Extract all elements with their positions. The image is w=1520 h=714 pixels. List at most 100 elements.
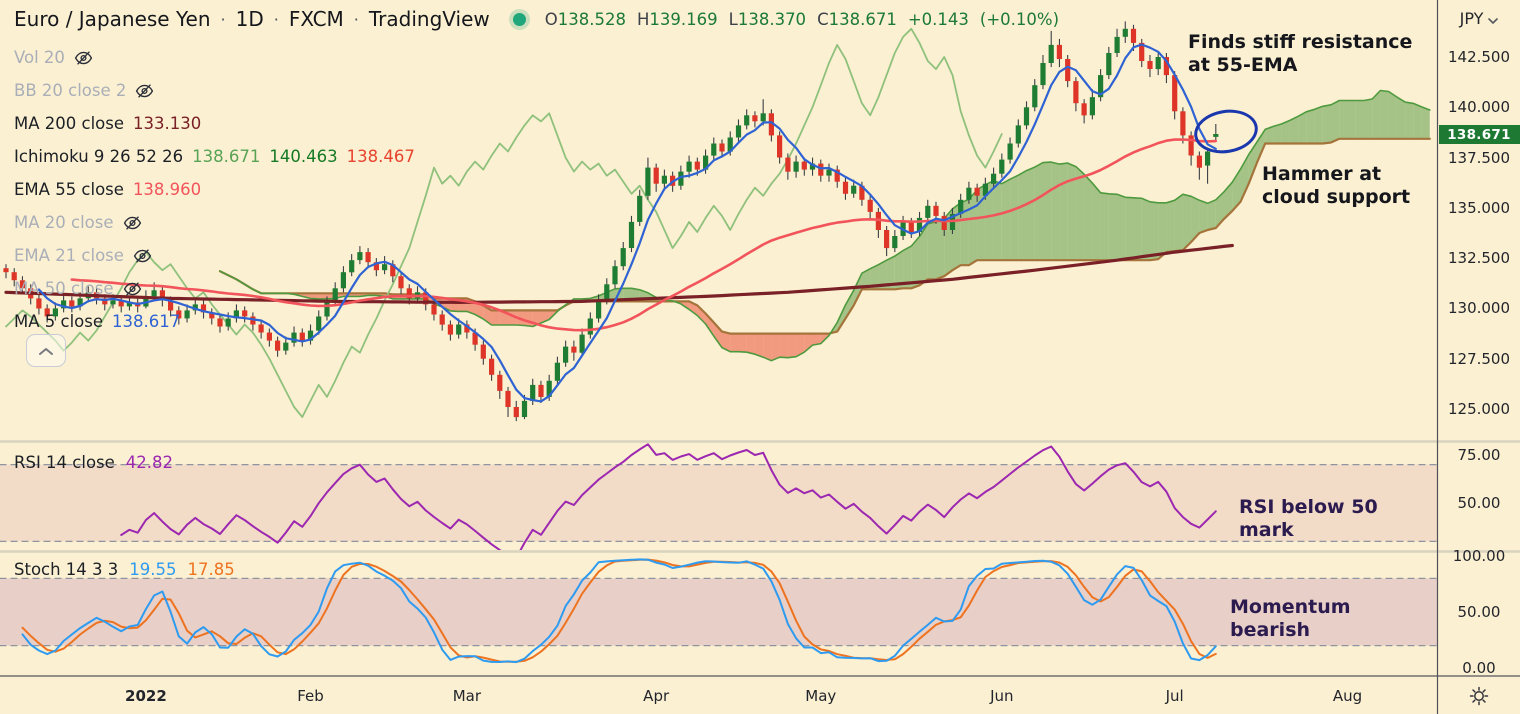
legend-value: 140.463 (269, 147, 338, 166)
legend-label: EMA 55 close (14, 180, 124, 199)
annotation-line: Finds stiff resistance (1188, 31, 1413, 53)
legend-row-ma50[interactable]: MA 50 close (14, 272, 415, 305)
open-value: 138.528 (557, 9, 626, 29)
stoch-tick-label: 100.00 (1452, 547, 1506, 565)
settings-gear-icon[interactable] (1466, 685, 1492, 707)
rsi-tick-label: 75.00 (1457, 446, 1501, 464)
separator-dot: · (273, 9, 279, 29)
currency-code: JPY (1459, 9, 1484, 28)
interval-label[interactable]: 1D (235, 7, 264, 31)
close-value: 138.671 (828, 9, 897, 29)
rsi-tick-label: 50.00 (1457, 494, 1501, 512)
stoch-tick-label: 0.00 (1462, 659, 1496, 677)
annotation-line: at 55-EMA (1188, 54, 1298, 76)
price-tick-label: 130.000 (1447, 299, 1511, 318)
chevron-up-icon (38, 341, 54, 360)
annotation-momentum[interactable]: Momentum bearish (1230, 596, 1351, 642)
time-tick-label: Mar (452, 687, 482, 705)
low-value: 138.370 (737, 9, 807, 29)
stoch-pane-legend[interactable]: Stoch 14 3 3 19.55 17.85 (14, 560, 235, 579)
hidden-eye-icon[interactable] (133, 248, 152, 264)
open-label: O (544, 9, 558, 29)
high-value: 139.169 (649, 9, 718, 29)
annotation-hammer[interactable]: Hammer at cloud support (1262, 163, 1410, 209)
last-price-badge: 138.671 (1438, 125, 1520, 144)
chevron-down-icon (1488, 9, 1499, 28)
price-tick-label: 125.000 (1447, 399, 1511, 418)
ohlc-readout: O138.528 H139.169 L138.370 C138.671 +0.1… (545, 10, 1059, 29)
legend-label: MA 20 close (14, 213, 114, 232)
legend-label: Ichimoku 9 26 52 26 (14, 147, 184, 166)
hidden-eye-icon[interactable] (123, 215, 142, 231)
legend-row-vol[interactable]: Vol 20 (14, 41, 415, 74)
change-value: +0.143 (907, 9, 969, 29)
separator-dot: · (353, 9, 359, 29)
annotation-line: Momentum (1230, 596, 1351, 618)
annotation-resistance[interactable]: Finds stiff resistance at 55-EMA (1188, 31, 1412, 77)
time-tick-label: Jun (990, 687, 1014, 705)
time-tick-label: May (805, 687, 837, 705)
stoch-legend-label: Stoch 14 3 3 (14, 560, 119, 579)
legend-label: MA 5 close (14, 312, 104, 331)
indicator-legend: Vol 20 BB 20 close 2 MA 200 close 133.130 Ic… (14, 41, 415, 338)
exchange-label: FXCM (288, 7, 344, 31)
hidden-eye-icon[interactable] (74, 50, 93, 66)
legend-value: 133.130 (133, 114, 202, 133)
chart-header: Euro / Japanese Yen · 1D · FXCM · Tradin… (14, 7, 1059, 31)
legend-row-ma200[interactable]: MA 200 close 133.130 (14, 107, 415, 140)
platform-label: TradingView (368, 7, 490, 31)
close-label: C (817, 9, 829, 29)
time-tick-label: 2022 (125, 687, 167, 705)
price-tick-label: 140.000 (1447, 98, 1511, 117)
annotation-line: bearish (1230, 619, 1311, 641)
legend-label: MA 50 close (14, 279, 114, 298)
price-tick-label: 137.500 (1447, 148, 1511, 167)
separator-dot: · (220, 9, 226, 29)
time-tick-label: Apr (643, 687, 670, 705)
price-tick-label: 142.500 (1447, 48, 1511, 66)
time-tick-label: Jul (1165, 687, 1184, 705)
legend-value: 138.671 (192, 147, 261, 166)
annotation-rsi[interactable]: RSI below 50 mark (1239, 496, 1378, 542)
stoch-k-value: 19.55 (129, 560, 177, 579)
legend-row-bb[interactable]: BB 20 close 2 (14, 74, 415, 107)
price-tick-label: 135.000 (1447, 198, 1511, 217)
hidden-eye-icon[interactable] (135, 83, 154, 99)
time-tick-label: Feb (297, 687, 324, 705)
market-status-icon[interactable] (512, 12, 526, 26)
collapse-legend-button[interactable] (26, 334, 66, 367)
legend-label: Vol 20 (14, 48, 65, 67)
low-label: L (728, 9, 738, 29)
price-tick-label: 127.500 (1447, 349, 1511, 368)
legend-value: 138.467 (346, 147, 415, 166)
legend-value: 138.617 (112, 312, 181, 331)
legend-row-ma20[interactable]: MA 20 close (14, 206, 415, 239)
legend-label: MA 200 close (14, 114, 125, 133)
stoch-d-value: 17.85 (187, 560, 235, 579)
currency-axis-label[interactable]: JPY (1441, 9, 1517, 28)
legend-label: EMA 21 close (14, 246, 124, 265)
price-tick-label: 132.500 (1447, 249, 1511, 268)
high-label: H (636, 9, 650, 29)
change-percent: (+0.10%) (979, 9, 1060, 29)
legend-row-ma5[interactable]: MA 5 close 138.617 (14, 305, 415, 338)
rsi-pane-legend[interactable]: RSI 14 close 42.82 (14, 453, 173, 472)
legend-label: BB 20 close 2 (14, 81, 127, 100)
symbol-title[interactable]: Euro / Japanese Yen (14, 7, 211, 31)
legend-row-ema21[interactable]: EMA 21 close (14, 239, 415, 272)
annotation-line: mark (1239, 519, 1294, 541)
time-tick-label: Aug (1332, 687, 1363, 705)
annotation-line: RSI below 50 (1239, 496, 1378, 518)
rsi-value: 42.82 (125, 453, 174, 472)
stoch-tick-label: 50.00 (1457, 603, 1501, 621)
hidden-eye-icon[interactable] (123, 281, 142, 297)
annotation-line: cloud support (1262, 186, 1411, 208)
annotation-line: Hammer at (1262, 163, 1382, 185)
rsi-legend-label: RSI 14 close (14, 453, 115, 472)
legend-value: 138.960 (132, 180, 202, 199)
legend-row-ema55[interactable]: EMA 55 close 138.960 (14, 173, 415, 206)
legend-row-ichimoku[interactable]: Ichimoku 9 26 52 26 138.671 140.463 138.467 (14, 140, 415, 173)
